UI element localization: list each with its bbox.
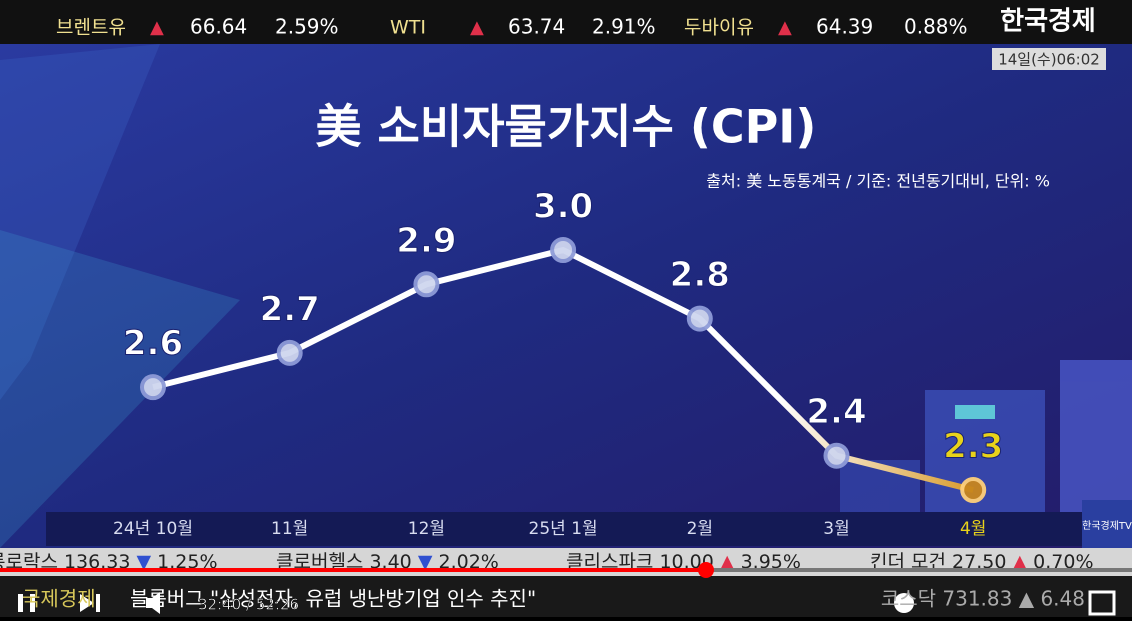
ticker-change: 0.70%	[1033, 551, 1093, 573]
ticker-item: 킨더 모건 27.50 ▲ 0.70%	[870, 551, 1094, 573]
datetime: 14일(수)06:02	[998, 51, 1100, 69]
ticker-price: 66.64	[190, 15, 247, 39]
ticker-arrow: ▼	[418, 551, 433, 573]
badge-text: 한국경제TV	[1082, 519, 1132, 532]
value-label: 2.3	[943, 427, 1003, 467]
x-tick-label: 24년 10월	[113, 519, 193, 539]
x-tick-label: 12월	[408, 519, 445, 539]
category-bar	[46, 512, 1086, 546]
value-label: 2.9	[396, 221, 456, 261]
x-tick-label: 4월	[960, 519, 986, 539]
player-controls	[0, 576, 1132, 617]
ticker-name: 롱로락스	[0, 551, 58, 573]
ticker-change: 2.59%	[275, 15, 339, 39]
next-button[interactable]	[80, 594, 94, 612]
ticker-price: 136.33	[64, 551, 130, 573]
value-label: 2.8	[670, 255, 730, 295]
ticker-name: 두바이유	[684, 17, 754, 39]
decoration	[0, 230, 240, 548]
top-ticker-bar	[0, 0, 1132, 44]
x-tick-label: 11월	[271, 519, 308, 539]
point	[550, 237, 577, 263]
pause-button-bar	[30, 594, 35, 612]
point	[960, 477, 987, 503]
point	[140, 374, 166, 401]
next-bar	[96, 594, 100, 612]
ticker-name: 클로버헬스	[276, 551, 363, 573]
program: 국제경제	[22, 587, 96, 611]
volume-button[interactable]	[146, 592, 160, 614]
fullscreen-button[interactable]	[1088, 590, 1116, 616]
ticker-change: 3.95%	[741, 551, 801, 573]
progress-played	[0, 568, 706, 572]
point	[686, 305, 713, 332]
ticker-item: 클로버헬스 3.40 ▼ 2.02%	[276, 551, 499, 573]
chart-subtitle: 출처: 美 노동통계국 / 기준: 전년동기대비, 단위: %	[706, 172, 1050, 191]
point	[413, 271, 440, 298]
value-label: 3.0	[533, 187, 593, 227]
ticker-name: 클리스파크	[566, 551, 653, 573]
chart-title: 美 소비자물가지수 (CPI)	[316, 100, 817, 154]
x-tick-label: 25년 1월	[529, 519, 598, 539]
ticker-price: 3.40	[369, 551, 411, 573]
badge	[1082, 500, 1132, 552]
ticker-arrow: ▼	[137, 551, 152, 573]
logo: 한국경제	[1000, 7, 1096, 37]
ticker-change: 1.25%	[157, 551, 217, 573]
ticker-arrow: ▲	[470, 17, 484, 38]
ticker-price: 64.39	[816, 15, 873, 39]
value-label: 2.6	[123, 324, 183, 364]
ticker-change: 2.91%	[592, 15, 656, 39]
ticker-arrow: ▲	[150, 17, 164, 38]
ticker-item: 롱로락스 136.33 ▼ 1.25%	[0, 551, 218, 573]
settings-button[interactable]	[894, 593, 914, 613]
ticker-arrow: ▲	[1012, 551, 1027, 573]
time: 32:40 / 52:26	[198, 596, 299, 614]
point	[276, 339, 303, 366]
pause-button[interactable]	[18, 594, 23, 612]
ticker-change: 0.88%	[904, 15, 968, 39]
headline: 블룸버그 "삼성전자, 유럽 냉난방기업 인수 추진"	[130, 587, 536, 611]
ticker-price: 27.50	[952, 551, 1006, 573]
ticker-arrow: ▲	[778, 17, 792, 38]
value-label: 2.4	[806, 392, 866, 432]
ticker-name: 브렌트유	[56, 17, 126, 39]
ticker-change: 2.02%	[438, 551, 498, 573]
right-ticker: 코스닥 731.83 ▲ 6.48	[881, 587, 1085, 611]
x-tick-label: 2월	[687, 519, 713, 539]
ticker-name: WTI	[390, 17, 426, 39]
ticker-name: 킨더 모건	[870, 551, 946, 573]
datetime-box	[992, 48, 1106, 70]
x-tick-label: 3월	[823, 519, 849, 539]
value-label: 2.7	[260, 289, 320, 329]
ticker-arrow: ▲	[720, 551, 735, 573]
ticker-price: 63.74	[508, 15, 565, 39]
play-buttons	[18, 590, 1116, 616]
point	[823, 442, 850, 469]
progress-handle[interactable]	[698, 562, 714, 578]
decoration	[0, 44, 160, 400]
